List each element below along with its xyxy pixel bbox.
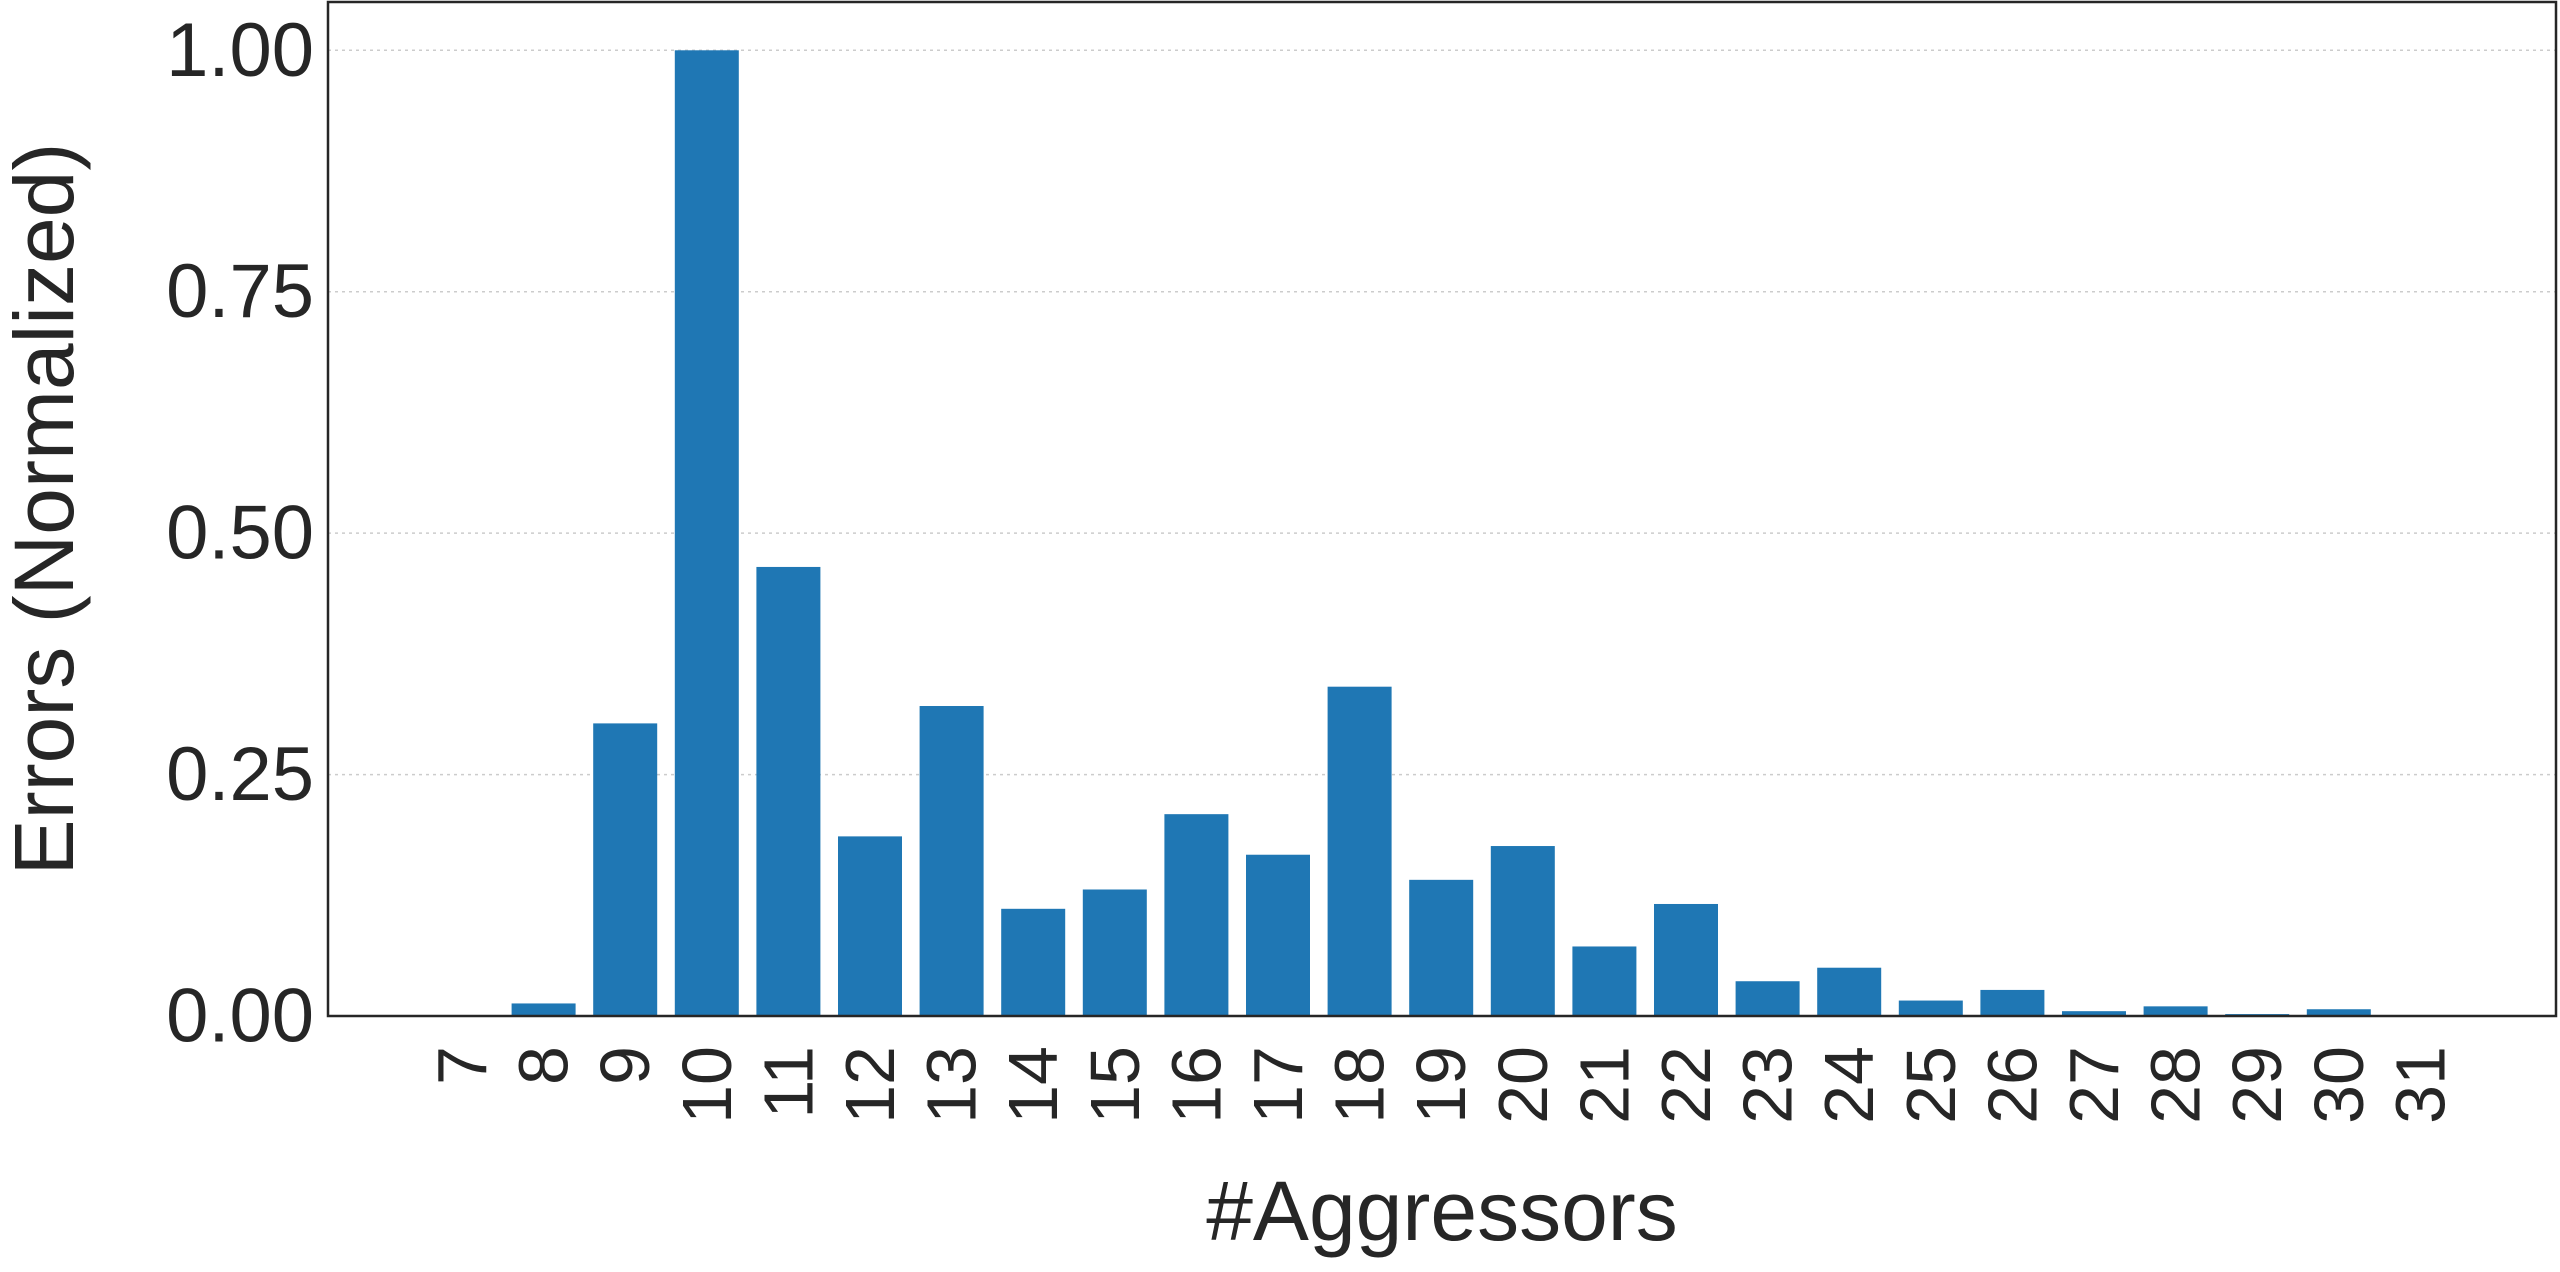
y-tick-label: 0.50 (166, 491, 314, 576)
y-tick-label: 0.25 (166, 732, 314, 817)
y-tick-labels: 0.00 0.25 0.50 0.75 1.00 (166, 8, 314, 1059)
bar-9 (593, 723, 658, 1016)
bar-16 (1164, 814, 1229, 1016)
x-tick-label: 31 (2381, 1046, 2459, 1124)
bar-15 (1082, 889, 1147, 1016)
bar-23 (1735, 981, 1800, 1016)
bar-17 (1246, 854, 1310, 1016)
bar-22 (1654, 903, 1718, 1016)
bar-26 (1980, 989, 2045, 1016)
y-tick-label: 0.00 (166, 974, 314, 1059)
bars (511, 50, 2371, 1017)
x-tick-label: 26 (1973, 1046, 2051, 1124)
y-tick-label: 0.75 (166, 249, 314, 334)
x-tick-label: 7 (423, 1046, 501, 1085)
bar-11 (756, 566, 821, 1016)
bar-13 (919, 706, 984, 1016)
bar-27 (2062, 1011, 2126, 1016)
bar-28 (2143, 1006, 2208, 1016)
x-tick-label: 27 (2055, 1046, 2133, 1124)
x-tick-label: 28 (2137, 1046, 2215, 1124)
x-tick-label: 14 (994, 1046, 1072, 1124)
bar-8 (511, 1003, 576, 1016)
x-tick-label: 18 (1321, 1046, 1399, 1124)
x-tick-label: 16 (1157, 1046, 1235, 1124)
x-tick-label: 30 (2300, 1046, 2378, 1124)
x-tick-label: 9 (586, 1046, 664, 1085)
bar-20 (1490, 846, 1555, 1016)
x-tick-label: 23 (1729, 1046, 1807, 1124)
bar-25 (1898, 1000, 1963, 1016)
x-tick-label: 8 (505, 1046, 583, 1085)
bar-30 (2306, 1009, 2371, 1016)
bar-12 (838, 836, 902, 1016)
bar-18 (1327, 686, 1392, 1016)
x-tick-label: 15 (1076, 1046, 1154, 1124)
bar-24 (1817, 967, 1882, 1016)
x-tick-label: 29 (2218, 1046, 2296, 1124)
x-tick-label: 12 (831, 1046, 909, 1124)
bar-14 (1001, 908, 1066, 1016)
bar-21 (1572, 946, 1637, 1016)
x-tick-label: 13 (913, 1046, 991, 1124)
x-tick-label: 24 (1810, 1046, 1888, 1124)
bar-19 (1409, 879, 1474, 1016)
x-tick-label: 10 (668, 1046, 746, 1124)
x-tick-label: 22 (1647, 1046, 1725, 1124)
bar-10 (674, 50, 739, 1017)
x-tick-label: 11 (749, 1046, 827, 1119)
y-tick-label: 1.00 (166, 8, 314, 93)
x-tick-label: 20 (1484, 1046, 1562, 1124)
x-tick-label: 17 (1239, 1046, 1317, 1124)
x-tick-labels: 7 8 9 10 11 12 13 14 15 16 17 18 19 20 21 22 23 24 25 26 27 2… (423, 1046, 2459, 1124)
x-axis-title: #Aggressors (1206, 1164, 1678, 1258)
y-axis-title: Errors (Normalized) (0, 143, 91, 876)
x-tick-label: 21 (1565, 1046, 1643, 1124)
plot-frame (326, 0, 2558, 1018)
x-tick-label: 25 (1892, 1046, 1970, 1124)
x-tick-label: 19 (1402, 1046, 1480, 1124)
